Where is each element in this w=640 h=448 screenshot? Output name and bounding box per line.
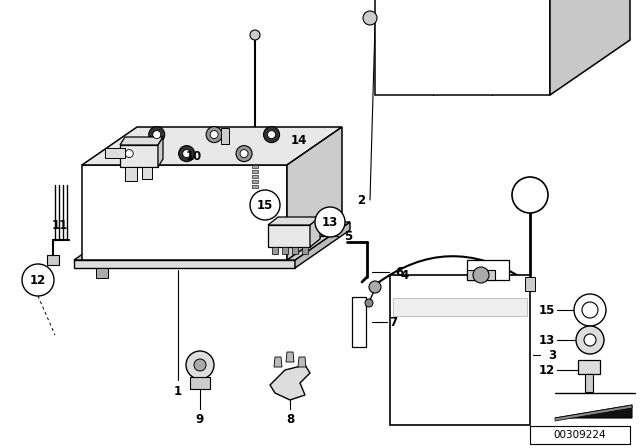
Text: 7: 7 <box>389 315 397 328</box>
Text: 13: 13 <box>322 215 338 228</box>
Circle shape <box>250 190 280 220</box>
Circle shape <box>250 30 260 40</box>
Circle shape <box>210 131 218 138</box>
Circle shape <box>240 150 248 158</box>
Text: 12: 12 <box>30 273 46 287</box>
Circle shape <box>268 131 276 138</box>
Circle shape <box>369 281 381 293</box>
Circle shape <box>148 127 164 142</box>
Circle shape <box>206 127 222 142</box>
Bar <box>525 277 535 291</box>
Polygon shape <box>274 357 282 367</box>
Circle shape <box>576 326 604 354</box>
Circle shape <box>186 351 214 379</box>
Text: 15: 15 <box>257 198 273 211</box>
Polygon shape <box>287 127 342 260</box>
Text: 8: 8 <box>286 413 294 426</box>
Bar <box>292 247 298 254</box>
Circle shape <box>236 146 252 162</box>
Polygon shape <box>555 405 632 418</box>
Polygon shape <box>120 137 163 145</box>
Bar <box>105 147 125 158</box>
Text: 10: 10 <box>186 150 202 163</box>
Bar <box>125 167 137 181</box>
Bar <box>578 360 600 374</box>
Circle shape <box>574 294 606 326</box>
Circle shape <box>365 299 373 307</box>
Bar <box>302 247 308 254</box>
Bar <box>352 297 366 347</box>
Text: 13: 13 <box>539 333 555 346</box>
Polygon shape <box>298 357 306 367</box>
Polygon shape <box>82 127 342 165</box>
Text: 3: 3 <box>548 349 556 362</box>
Polygon shape <box>550 0 630 95</box>
Text: 1: 1 <box>174 385 182 398</box>
Bar <box>190 377 210 389</box>
Bar <box>142 167 152 179</box>
Bar <box>47 255 59 265</box>
Polygon shape <box>555 405 632 421</box>
Polygon shape <box>310 217 320 247</box>
Circle shape <box>179 146 195 162</box>
Bar <box>306 230 318 240</box>
Polygon shape <box>120 145 158 167</box>
Circle shape <box>22 264 54 296</box>
Circle shape <box>473 267 489 283</box>
Circle shape <box>182 150 191 158</box>
Polygon shape <box>270 365 310 400</box>
Text: 12: 12 <box>539 363 555 376</box>
Polygon shape <box>74 222 350 260</box>
Bar <box>585 374 593 392</box>
Circle shape <box>121 146 137 162</box>
Text: 14: 14 <box>291 134 307 146</box>
Polygon shape <box>268 225 310 247</box>
Text: 4: 4 <box>400 268 408 281</box>
Polygon shape <box>268 217 320 225</box>
Polygon shape <box>74 260 295 268</box>
Text: 11: 11 <box>52 219 68 232</box>
Text: 9: 9 <box>196 413 204 426</box>
Text: 6: 6 <box>395 266 403 279</box>
Text: 2: 2 <box>357 194 365 207</box>
Bar <box>252 180 258 183</box>
Circle shape <box>194 359 206 371</box>
Polygon shape <box>158 137 163 167</box>
Circle shape <box>264 127 280 142</box>
Polygon shape <box>82 165 287 260</box>
Circle shape <box>153 131 161 138</box>
Bar <box>252 175 258 178</box>
Bar <box>390 275 530 425</box>
Bar <box>282 247 288 254</box>
Bar <box>393 297 527 315</box>
Text: 00309224: 00309224 <box>554 430 606 440</box>
Circle shape <box>512 177 548 213</box>
Bar <box>221 128 229 144</box>
Circle shape <box>584 334 596 346</box>
Bar <box>252 165 258 168</box>
Circle shape <box>582 302 598 318</box>
Polygon shape <box>375 0 550 95</box>
Bar <box>272 247 278 254</box>
Text: 5: 5 <box>344 229 352 242</box>
Bar <box>96 268 108 278</box>
Polygon shape <box>295 222 350 268</box>
Bar <box>467 270 495 280</box>
Text: 15: 15 <box>539 303 555 316</box>
Bar <box>467 260 509 280</box>
Bar <box>252 170 258 173</box>
Bar <box>530 426 630 444</box>
Circle shape <box>125 150 133 158</box>
Circle shape <box>315 207 345 237</box>
Bar <box>252 185 258 188</box>
Circle shape <box>363 11 377 25</box>
Polygon shape <box>286 352 294 362</box>
